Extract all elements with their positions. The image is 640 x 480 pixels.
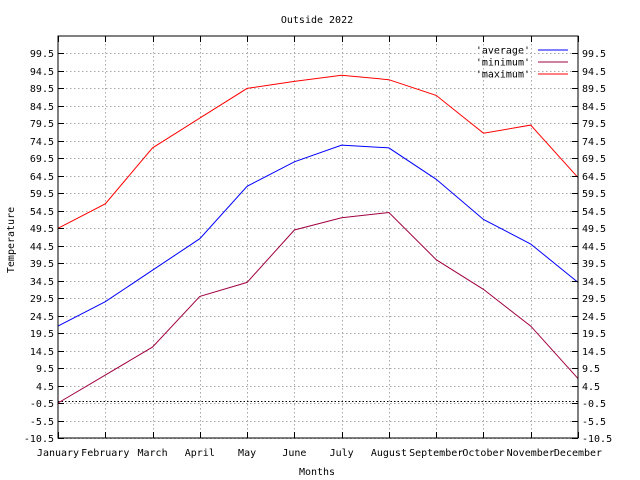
y-tick-label-right: 74.5 [582, 137, 606, 148]
x-tick-label: January [37, 448, 79, 459]
y-tick-label-left: 84.5 [30, 102, 54, 113]
y-tick-label-right: 99.5 [582, 49, 606, 60]
y-tick-label-left: 19.5 [30, 329, 54, 340]
y-tick-label-left: 99.5 [30, 49, 54, 60]
y-tick-label-left: 94.5 [30, 67, 54, 78]
y-tick-label-left: 9.5 [36, 364, 54, 375]
y-tick-label-left: 54.5 [30, 207, 54, 218]
y-tick-label-left: 34.5 [30, 277, 54, 288]
axes: 99.5 99.5 94.5 94.5 89.5 89.5 84.5 84.5 79.5 79.5… [24, 36, 612, 459]
legend-label-1: 'minimum' [476, 58, 530, 69]
y-tick-label-right: 4.5 [582, 382, 600, 393]
y-tick-label-right: 24.5 [582, 312, 606, 323]
x-tick-label: December [554, 448, 602, 459]
y-tick-label-left: -10.5 [24, 434, 54, 445]
series-line-1 [57, 211, 579, 404]
x-tick-label: October [462, 448, 504, 459]
series-line-2 [57, 74, 579, 229]
y-tick-label-right: 69.5 [582, 154, 606, 165]
x-axis-label: Months [299, 467, 335, 478]
x-tick-label: August [371, 448, 407, 459]
series-lines [57, 74, 579, 404]
y-tick-label-right: 14.5 [582, 347, 606, 358]
y-tick-label-left: 39.5 [30, 259, 54, 270]
x-tick-label: June [282, 448, 306, 459]
y-tick-label-left: 69.5 [30, 154, 54, 165]
y-tick-label-right: 84.5 [582, 102, 606, 113]
plot-frame [57, 35, 579, 439]
y-tick-label-left: -5.5 [30, 417, 54, 428]
y-tick-label-left: 89.5 [30, 84, 54, 95]
y-tick-label-right: 34.5 [582, 277, 606, 288]
x-tick-label: March [137, 448, 167, 459]
y-tick-label-right: 49.5 [582, 224, 606, 235]
y-tick-label-left: 14.5 [30, 347, 54, 358]
y-axis-label: Temperature [6, 207, 17, 273]
y-tick-label-right: 54.5 [582, 207, 606, 218]
y-tick-label-right: 79.5 [582, 119, 606, 130]
y-tick-label-right: 94.5 [582, 67, 606, 78]
x-tick-label: September [409, 448, 463, 459]
legend: 'average''minimum''maximum' [476, 46, 568, 81]
legend-label-2: 'maximum' [476, 70, 530, 81]
y-tick-label-right: 44.5 [582, 242, 606, 253]
y-tick-label-left: 64.5 [30, 172, 54, 183]
y-tick-label-right: 39.5 [582, 259, 606, 270]
grid [58, 36, 578, 439]
y-tick-label-right: -0.5 [582, 399, 606, 410]
y-tick-label-left: 74.5 [30, 137, 54, 148]
y-tick-label-left: 29.5 [30, 294, 54, 305]
y-tick-label-right: -10.5 [582, 434, 612, 445]
x-tick-label: November [507, 448, 555, 459]
x-tick-label: July [330, 448, 354, 459]
series-line-0 [57, 144, 579, 327]
y-tick-label-left: 44.5 [30, 242, 54, 253]
legend-label-0: 'average' [476, 46, 530, 57]
y-tick-label-left: 4.5 [36, 382, 54, 393]
y-tick-label-left: 24.5 [30, 312, 54, 323]
y-tick-label-left: 79.5 [30, 119, 54, 130]
y-tick-label-right: 64.5 [582, 172, 606, 183]
y-tick-label-left: 49.5 [30, 224, 54, 235]
y-tick-label-right: 9.5 [582, 364, 600, 375]
y-tick-label-right: 29.5 [582, 294, 606, 305]
x-tick-label: May [238, 448, 256, 459]
y-tick-label-left: 59.5 [30, 189, 54, 200]
y-tick-label-right: -5.5 [582, 417, 606, 428]
y-tick-label-right: 59.5 [582, 189, 606, 200]
chart-title: Outside 2022 [281, 15, 353, 26]
x-tick-label: April [185, 448, 215, 459]
y-tick-label-left: -0.5 [30, 399, 54, 410]
y-tick-label-right: 89.5 [582, 84, 606, 95]
x-tick-label: February [81, 448, 129, 459]
y-tick-label-right: 19.5 [582, 329, 606, 340]
